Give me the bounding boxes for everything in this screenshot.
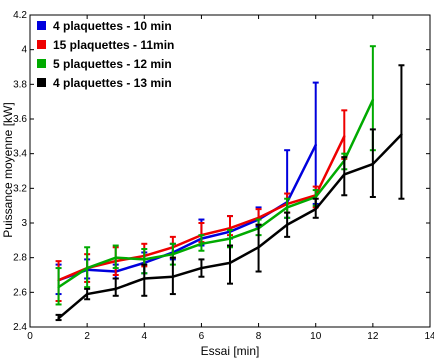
data-point — [314, 143, 317, 147]
data-point — [285, 223, 289, 226]
y-tick-label: 3.6 — [13, 114, 27, 125]
y-tick-label: 4.2 — [13, 10, 27, 21]
data-point — [114, 256, 117, 259]
y-tick-label: 3 — [21, 218, 27, 229]
y-axis: 2.4 2.6 2.8 3 3.2 3.4 3.6 3.8 4 4.2 — [13, 10, 430, 333]
legend-swatch — [37, 78, 46, 87]
y-axis-label: Puissance moyenne [kW] — [1, 102, 15, 237]
data-point — [200, 242, 203, 245]
data-point — [371, 162, 375, 166]
legend-label: 4 plaquettes - 13 min — [53, 76, 172, 90]
x-axis-label: Essai [min] — [201, 344, 260, 358]
legend-label: 4 plaquettes - 10 min — [53, 19, 172, 33]
data-point — [85, 266, 89, 270]
x-axis: 0 2 4 6 8 10 12 14 — [27, 15, 434, 342]
x-tick-label: 10 — [310, 331, 322, 342]
x-tick-label: 14 — [424, 331, 434, 342]
data-point — [228, 227, 232, 230]
y-tick-label: 2.8 — [13, 253, 27, 264]
data-point — [228, 261, 232, 265]
data-point — [314, 207, 317, 211]
series-4 — [55, 64, 405, 322]
legend-swatch — [37, 21, 46, 30]
series-group — [55, 45, 405, 322]
x-tick-label: 8 — [256, 331, 262, 342]
data-point — [143, 258, 146, 261]
legend-swatch — [37, 40, 46, 49]
data-point — [200, 266, 203, 270]
y-tick-label: 3.4 — [13, 149, 27, 160]
data-point — [371, 98, 375, 102]
data-point — [57, 285, 60, 289]
series-3 — [55, 45, 376, 306]
legend-swatch — [37, 59, 46, 68]
data-point — [85, 292, 89, 296]
x-tick-label: 6 — [199, 331, 205, 342]
data-point — [257, 246, 260, 249]
x-tick-label: 0 — [27, 331, 33, 342]
x-tick-label: 2 — [84, 331, 90, 342]
data-point — [314, 195, 317, 199]
data-point — [400, 133, 403, 136]
data-point — [143, 277, 146, 280]
legend-label: 5 plaquettes - 12 min — [53, 57, 172, 71]
data-point — [228, 237, 232, 240]
data-point — [343, 135, 346, 138]
x-tick-label: 4 — [142, 331, 148, 342]
y-tick-label: 3.2 — [13, 183, 27, 194]
data-point — [343, 173, 346, 176]
data-point — [171, 253, 175, 256]
y-tick-label: 2.6 — [13, 287, 27, 298]
y-tick-label: 4 — [21, 45, 27, 56]
data-point — [257, 216, 260, 219]
data-point — [171, 275, 175, 278]
y-tick-label: 3.8 — [13, 79, 27, 90]
legend-label: 15 plaquettes - 11min — [53, 38, 174, 52]
data-point — [285, 206, 289, 209]
series-line — [57, 99, 374, 289]
data-point — [57, 317, 60, 320]
legend: 4 plaquettes - 10 min 15 plaquettes - 11m… — [37, 19, 174, 90]
data-point — [114, 287, 117, 291]
x-tick-label: 12 — [367, 331, 379, 342]
y-tick-label: 2.4 — [13, 322, 27, 333]
